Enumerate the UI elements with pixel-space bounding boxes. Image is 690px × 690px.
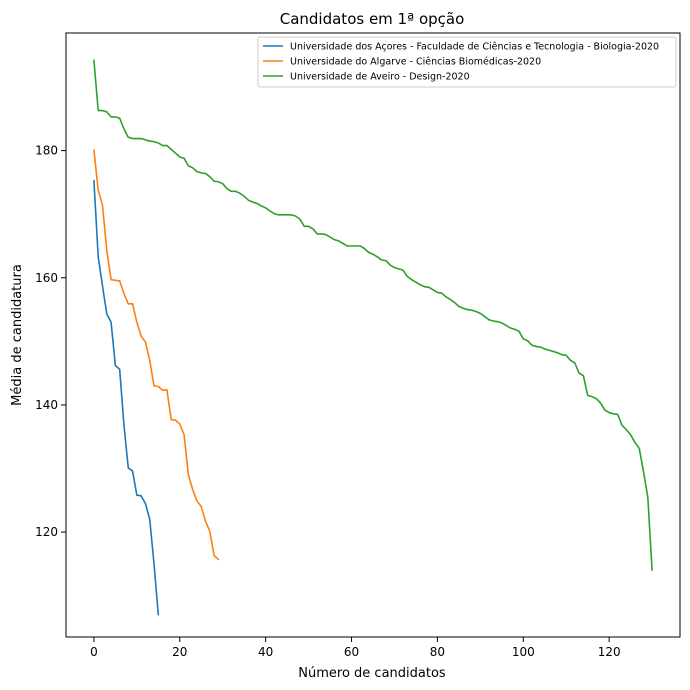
x-tick-label: 40 [258,645,273,659]
x-axis-label: Número de candidatos [298,666,446,681]
legend-label-1: Universidade dos Açores - Faculdade de C… [290,42,659,53]
x-tick-label: 60 [344,645,359,659]
y-tick-label: 140 [35,398,58,412]
y-axis-label: Média de candidatura [10,264,25,406]
plot-frame [65,32,681,638]
x-tick-label: 0 [90,645,98,659]
x-tick-label: 80 [430,645,445,659]
legend: Universidade dos Açores - Faculdade de C… [257,36,677,88]
y-tick-label: 180 [35,144,58,158]
series-line-2 [93,149,220,561]
legend-label-2: Universidade do Algarve - Ciências Biomé… [290,57,541,68]
x-tick-label: 20 [172,645,187,659]
y-tick-label: 120 [35,525,58,539]
chart-title: Candidatos em 1ª opção [280,10,465,28]
y-tick-label: 160 [35,271,58,285]
series-line-3 [93,59,653,572]
x-axis: 0 20 40 60 80 100 120 [90,637,621,659]
legend-box [257,36,677,88]
legend-label-3: Universidade de Aveiro - Design-2020 [290,72,470,83]
x-tick-label: 120 [598,645,621,659]
x-tick-label: 100 [512,645,535,659]
y-axis: 120 140 160 180 [35,144,66,539]
series-layer [93,59,653,616]
series-line-1 [93,179,160,616]
